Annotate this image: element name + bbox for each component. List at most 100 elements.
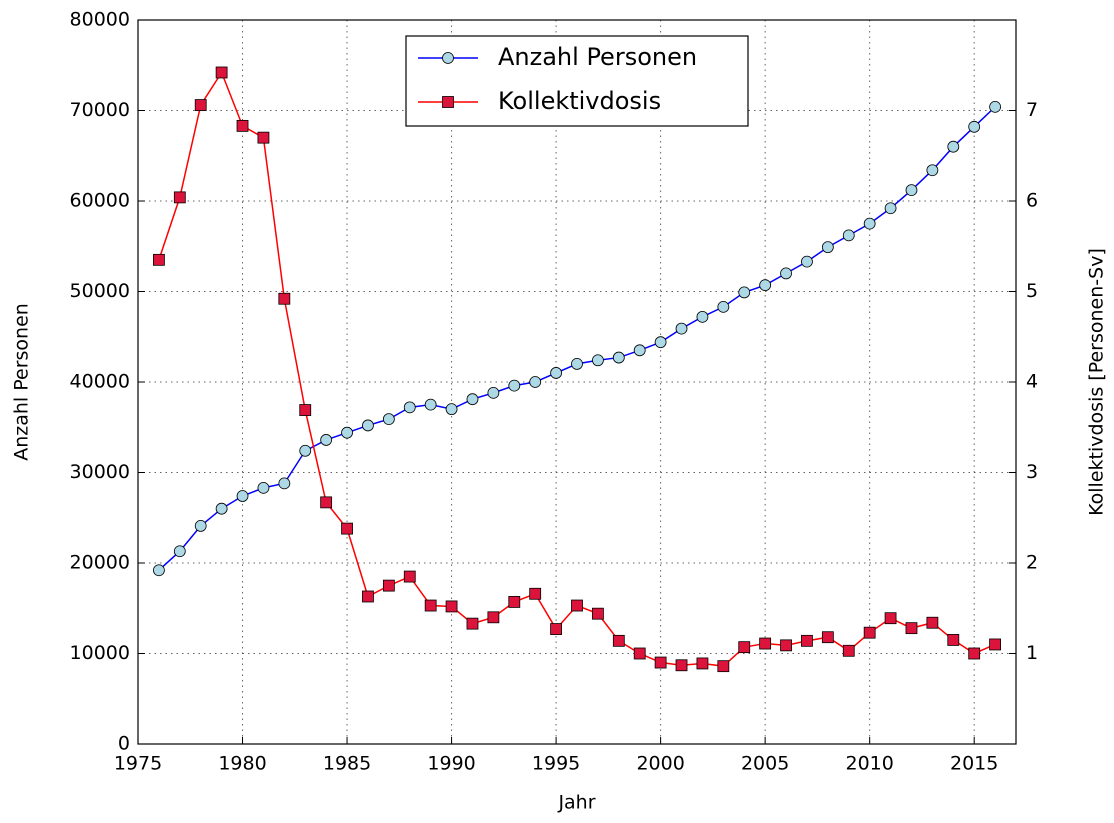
data-point	[675, 659, 688, 672]
data-point	[508, 596, 521, 608]
x-tick-label: 1995	[532, 753, 580, 775]
data-point	[759, 279, 772, 292]
y-tick-label: 50000	[70, 280, 130, 302]
x-tick-label: 2010	[845, 753, 893, 775]
data-point	[257, 481, 270, 494]
data-point	[215, 66, 228, 79]
data-point	[382, 579, 395, 592]
data-point	[571, 599, 583, 612]
data-point	[801, 255, 813, 268]
data-point	[153, 253, 165, 266]
legend-marker	[442, 96, 454, 108]
data-point	[842, 644, 855, 657]
data-point	[550, 367, 562, 379]
data-point	[633, 647, 646, 660]
x-tick-label: 1975	[114, 753, 162, 775]
data-point	[821, 631, 834, 644]
data-point	[717, 660, 730, 673]
data-point	[487, 386, 500, 399]
data-point	[801, 634, 813, 647]
data-point	[738, 286, 751, 299]
data-point	[529, 376, 542, 388]
data-point	[153, 564, 165, 577]
data-point	[696, 310, 709, 323]
data-point	[278, 292, 291, 305]
x-tick-label: 2005	[741, 753, 789, 775]
data-point	[947, 634, 960, 646]
data-point	[194, 99, 207, 111]
data-point	[947, 140, 960, 153]
plot-frame	[137, 19, 1017, 745]
y2-axis-label: Kollektivdosis [Personen-Sv]	[1086, 248, 1108, 516]
data-point	[759, 637, 772, 650]
y-tick-label: 30000	[70, 461, 130, 483]
data-point	[445, 600, 458, 613]
data-point	[968, 120, 981, 133]
x-tick-label: 2015	[950, 753, 998, 775]
y-tick-label: 10000	[70, 642, 130, 664]
series-line	[158, 106, 996, 571]
y2-tick-label: 2	[1026, 552, 1038, 574]
data-point	[821, 241, 834, 254]
x-axis-label: Jahr	[557, 792, 595, 814]
data-point	[341, 426, 353, 439]
data-point	[675, 322, 688, 335]
data-point	[571, 357, 583, 370]
y-axis-label: Anzahl Personen	[11, 303, 33, 461]
legend-marker	[442, 52, 454, 64]
data-point	[592, 354, 604, 367]
data-point	[362, 419, 374, 432]
data-point	[926, 164, 939, 177]
data-point	[780, 267, 792, 280]
data-point	[550, 623, 562, 635]
data-point	[466, 617, 479, 630]
data-point	[989, 638, 1001, 651]
data-point	[362, 590, 374, 603]
data-point	[341, 522, 353, 535]
data-point	[299, 404, 312, 416]
data-point	[236, 119, 249, 132]
y2-tick-label: 4	[1026, 371, 1038, 393]
data-point	[320, 434, 333, 446]
x-tick-label: 1980	[218, 753, 266, 775]
data-point	[466, 393, 479, 406]
data-point	[780, 639, 792, 652]
data-point	[696, 657, 709, 670]
y-tick-label: 60000	[70, 190, 130, 212]
data-point	[884, 612, 897, 625]
data-point	[487, 611, 500, 624]
y2-tick-label: 3	[1026, 461, 1038, 483]
data-point	[717, 300, 730, 313]
data-point	[989, 100, 1001, 113]
data-point	[424, 599, 437, 612]
data-point	[382, 413, 395, 426]
y-tick-label: 20000	[70, 552, 130, 574]
data-point	[278, 477, 291, 490]
data-point	[738, 641, 751, 654]
y-tick-label: 80000	[70, 9, 130, 31]
y-tick-label: 0	[118, 733, 130, 755]
data-point	[654, 336, 667, 349]
data-point	[194, 519, 207, 532]
data-point	[905, 184, 918, 197]
data-point	[592, 607, 604, 620]
data-point	[633, 344, 646, 357]
data-point	[403, 401, 416, 414]
data-point	[654, 656, 667, 669]
data-point	[173, 191, 186, 204]
data-point	[863, 217, 876, 230]
data-point	[236, 490, 249, 502]
data-point	[905, 622, 918, 635]
y2-tick-label: 7	[1026, 99, 1038, 121]
data-point	[926, 616, 939, 629]
y2-tick-label: 6	[1026, 190, 1038, 212]
data-point	[508, 379, 521, 392]
data-point	[842, 229, 855, 242]
x-tick-label: 2000	[636, 753, 684, 775]
x-tick-label: 1985	[323, 753, 371, 775]
y-tick-label: 40000	[70, 371, 130, 393]
data-point	[612, 634, 625, 647]
legend-label: Kollektivdosis	[498, 87, 661, 115]
data-point	[968, 647, 981, 660]
